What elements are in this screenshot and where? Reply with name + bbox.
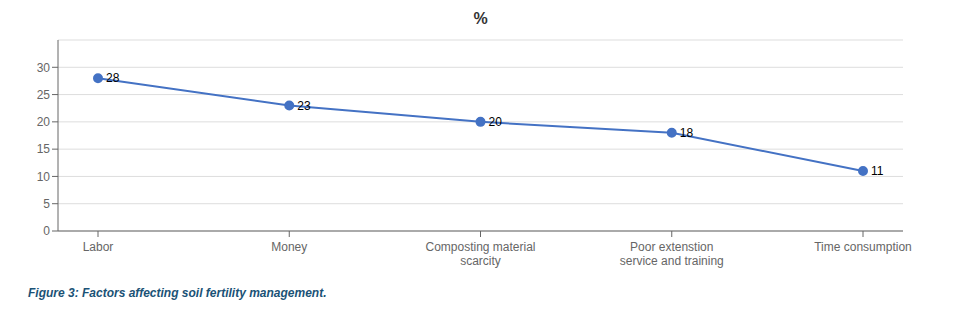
svg-text:Time consumption: Time consumption: [814, 240, 912, 254]
svg-text:15: 15: [37, 142, 51, 156]
svg-text:Money: Money: [271, 240, 307, 254]
svg-text:5: 5: [43, 197, 50, 211]
svg-text:11: 11: [871, 164, 884, 178]
svg-text:Poor extenstionservice and tra: Poor extenstionservice and training: [620, 240, 724, 268]
svg-text:0: 0: [43, 224, 50, 238]
svg-text:Composting materialscarcity: Composting materialscarcity: [425, 240, 535, 268]
svg-text:Labor: Labor: [83, 240, 114, 254]
svg-text:30: 30: [37, 61, 51, 75]
svg-text:20: 20: [37, 115, 51, 129]
svg-text:18: 18: [680, 126, 694, 140]
svg-text:23: 23: [297, 99, 311, 113]
svg-text:20: 20: [489, 115, 503, 129]
svg-text:28: 28: [106, 71, 120, 85]
html-text:Figure 3: Factors affecting so: Figure 3: Factors affecting soil fertili…: [28, 286, 327, 300]
svg-text:10: 10: [37, 170, 51, 184]
svg-text:25: 25: [37, 88, 51, 102]
